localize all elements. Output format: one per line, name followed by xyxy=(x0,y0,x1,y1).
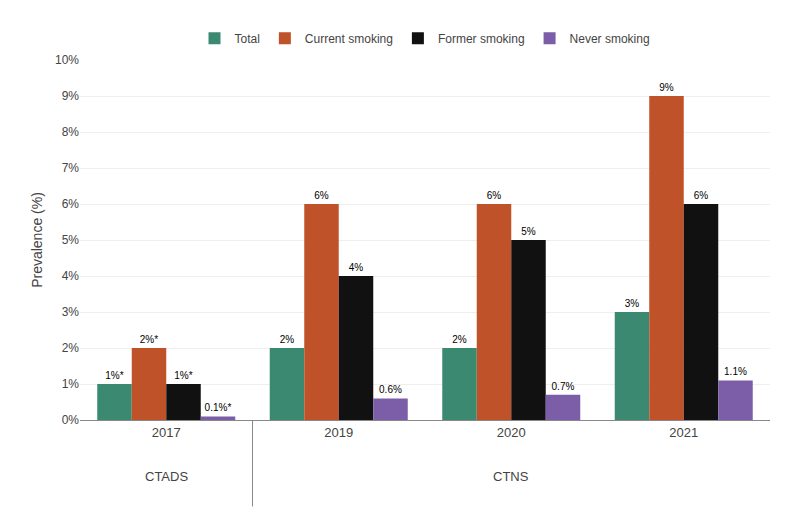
svg-text:6%: 6% xyxy=(487,190,502,201)
svg-text:1.1%: 1.1% xyxy=(724,366,747,377)
svg-text:9%: 9% xyxy=(659,82,674,93)
svg-text:CTADS: CTADS xyxy=(145,469,188,484)
svg-text:2020: 2020 xyxy=(497,425,526,440)
svg-text:6%: 6% xyxy=(694,190,709,201)
svg-text:2%: 2% xyxy=(452,334,467,345)
svg-text:3%: 3% xyxy=(625,298,640,309)
svg-text:Former smoking: Former smoking xyxy=(438,32,525,46)
svg-text:Total: Total xyxy=(235,32,260,46)
svg-text:Prevalence (%): Prevalence (%) xyxy=(29,192,45,288)
svg-text:7%: 7% xyxy=(62,161,80,175)
svg-text:5%: 5% xyxy=(521,226,536,237)
svg-text:1%*: 1%* xyxy=(105,370,123,381)
svg-text:2%: 2% xyxy=(62,341,80,355)
svg-text:2017: 2017 xyxy=(152,425,181,440)
svg-text:6%: 6% xyxy=(314,190,329,201)
svg-text:4%: 4% xyxy=(62,269,80,283)
svg-text:10%: 10% xyxy=(55,53,79,67)
svg-text:1%: 1% xyxy=(62,377,80,391)
svg-text:0.1%*: 0.1%* xyxy=(205,402,232,413)
svg-text:0.6%: 0.6% xyxy=(379,384,402,395)
svg-text:Current smoking: Current smoking xyxy=(305,32,393,46)
svg-text:0%: 0% xyxy=(62,413,80,427)
svg-text:9%: 9% xyxy=(62,89,80,103)
svg-text:2%: 2% xyxy=(280,334,295,345)
svg-text:4%: 4% xyxy=(349,262,364,273)
svg-text:CTNS: CTNS xyxy=(493,469,529,484)
svg-text:2%*: 2%* xyxy=(140,334,158,345)
svg-text:Never smoking: Never smoking xyxy=(570,32,650,46)
svg-text:8%: 8% xyxy=(62,125,80,139)
svg-text:3%: 3% xyxy=(62,305,80,319)
svg-text:2021: 2021 xyxy=(669,425,698,440)
svg-text:6%: 6% xyxy=(62,197,80,211)
svg-text:2019: 2019 xyxy=(324,425,353,440)
svg-text:5%: 5% xyxy=(62,233,80,247)
svg-text:0.7%: 0.7% xyxy=(552,381,575,392)
svg-text:1%*: 1%* xyxy=(174,370,192,381)
